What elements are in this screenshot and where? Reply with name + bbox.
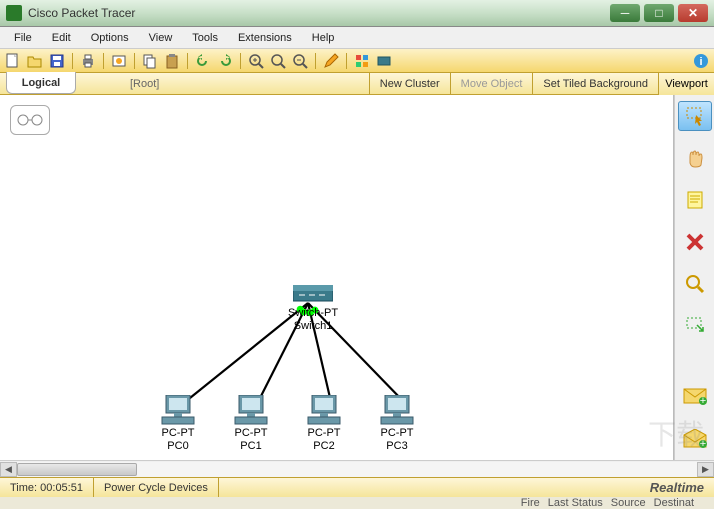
custom-icon[interactable] [375,52,393,70]
col-last-status: Last Status [548,497,603,509]
menu-extensions[interactable]: Extensions [228,29,302,47]
undo-icon[interactable] [194,52,212,70]
svg-text:i: i [699,56,702,68]
viewport-tab[interactable]: Viewport [658,73,714,95]
pc-icon [160,395,196,425]
draw-icon[interactable] [322,52,340,70]
switch-type-label: Switch-PT [288,307,338,319]
device-switch[interactable]: Switch-PTSwitch1 [288,285,338,333]
pc-name-label: PC3 [386,440,407,452]
scroll-left-button[interactable]: ◀ [0,462,17,477]
time-label: Time: 00:05:51 [0,478,94,497]
wizard-icon[interactable] [110,52,128,70]
pc-type-label: PC-PT [162,427,195,439]
minimize-button[interactable]: ─ [610,4,640,22]
delete-tool[interactable] [678,227,712,257]
set-background-button[interactable]: Set Tiled Background [532,73,658,94]
workspace[interactable]: Switch-PTSwitch1 PC-PTPC0 PC-PTPC1 PC-PT… [0,95,674,460]
paste-icon[interactable] [163,52,181,70]
menu-tools[interactable]: Tools [182,29,228,47]
close-button[interactable]: ✕ [678,4,708,22]
app-icon [6,5,22,21]
scroll-track[interactable] [17,462,697,477]
col-fire: Fire [521,497,540,509]
device-pc-1[interactable]: PC-PTPC1 [233,395,269,453]
zoom-reset-icon[interactable] [269,52,287,70]
logical-tab[interactable]: Logical [6,72,76,94]
move-object-button[interactable]: Move Object [450,73,533,94]
bottom-panel: Fire Last Status Source Destinat [0,497,714,509]
new-icon[interactable] [4,52,22,70]
switch-name-label: Switch1 [294,320,333,332]
zoom-out-icon[interactable] [291,52,309,70]
window-controls: ─ □ ✕ [610,4,708,22]
title-bar: Cisco Packet Tracer ─ □ ✕ [0,0,714,27]
menu-bar: File Edit Options View Tools Extensions … [0,27,714,49]
pc-type-label: PC-PT [235,427,268,439]
pc-name-label: PC2 [313,440,334,452]
palette-icon[interactable] [353,52,371,70]
redo-icon[interactable] [216,52,234,70]
zoom-in-icon[interactable] [247,52,265,70]
device-pc-3[interactable]: PC-PTPC3 [379,395,415,453]
menu-file[interactable]: File [4,29,42,47]
scroll-right-button[interactable]: ▶ [697,462,714,477]
hand-tool[interactable] [678,143,712,173]
print-icon[interactable] [79,52,97,70]
maximize-button[interactable]: □ [644,4,674,22]
select-tool[interactable] [678,101,712,131]
device-pc-2[interactable]: PC-PTPC2 [306,395,342,453]
col-source: Source [611,497,646,509]
save-icon[interactable] [48,52,66,70]
navigation-icon[interactable] [10,105,50,135]
envelope-closed-tool[interactable]: + [678,382,712,412]
menu-help[interactable]: Help [302,29,345,47]
toolbar: i [0,49,714,73]
scroll-thumb[interactable] [17,463,137,476]
svg-text:+: + [699,438,705,449]
resize-tool[interactable] [678,311,712,341]
logical-bar: Logical [Root] New Cluster Move Object S… [0,73,714,95]
envelope-open-tool[interactable]: + [678,424,712,454]
pc-icon [306,395,342,425]
root-label[interactable]: [Root] [130,78,159,90]
col-destination: Destinat [654,497,694,509]
pc-type-label: PC-PT [308,427,341,439]
pc-name-label: PC0 [167,440,188,452]
menu-edit[interactable]: Edit [42,29,81,47]
switch-icon [293,285,333,305]
menu-view[interactable]: View [139,29,183,47]
main-area: Switch-PTSwitch1 PC-PTPC0 PC-PTPC1 PC-PT… [0,95,714,460]
copy-icon[interactable] [141,52,159,70]
pc-name-label: PC1 [240,440,261,452]
realtime-tab[interactable]: Realtime [650,480,714,495]
svg-text:+: + [699,395,705,406]
note-tool[interactable] [678,185,712,215]
pc-type-label: PC-PT [381,427,414,439]
sidebar-tools: + + [674,95,714,460]
info-icon[interactable]: i [692,52,710,70]
horizontal-scrollbar[interactable]: ◀ ▶ [0,460,714,477]
new-cluster-button[interactable]: New Cluster [369,73,450,94]
status-bar: Time: 00:05:51 Power Cycle Devices Realt… [0,477,714,497]
open-icon[interactable] [26,52,44,70]
device-pc-0[interactable]: PC-PTPC0 [160,395,196,453]
pc-icon [379,395,415,425]
power-cycle-button[interactable]: Power Cycle Devices [94,478,219,497]
menu-options[interactable]: Options [81,29,139,47]
window-title: Cisco Packet Tracer [28,6,135,20]
inspect-tool[interactable] [678,269,712,299]
pc-icon [233,395,269,425]
